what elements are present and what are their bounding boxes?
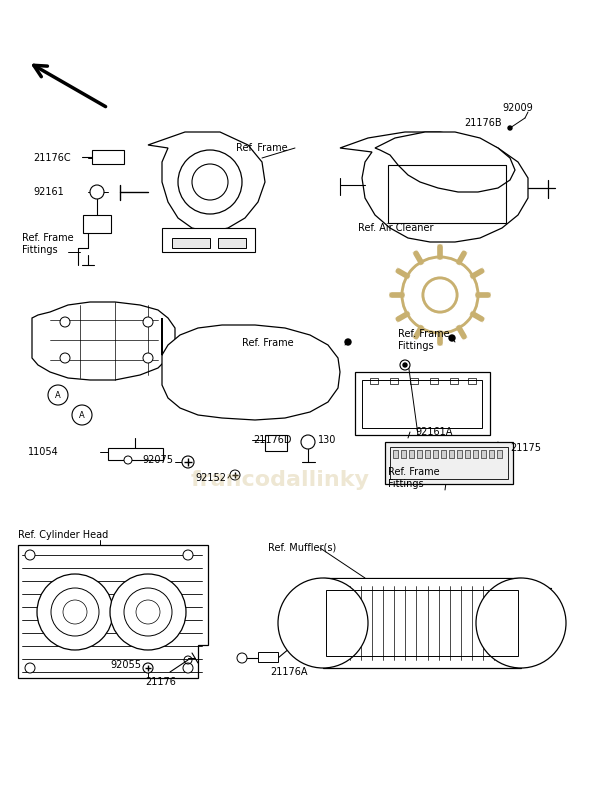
- Text: 92161A: 92161A: [415, 427, 452, 437]
- Text: Ref. Frame
Fittings: Ref. Frame Fittings: [22, 233, 74, 255]
- Bar: [390, 378, 398, 384]
- Bar: [323, 579, 521, 667]
- Text: Ref. Cylinder Head: Ref. Cylinder Head: [18, 530, 108, 540]
- Text: 21176D: 21176D: [253, 435, 292, 445]
- Bar: [473, 450, 478, 458]
- Bar: [385, 442, 513, 484]
- Polygon shape: [148, 132, 265, 232]
- Text: A: A: [55, 391, 61, 400]
- Text: 92152: 92152: [195, 473, 226, 483]
- Circle shape: [403, 363, 407, 367]
- Circle shape: [90, 185, 104, 199]
- Circle shape: [230, 470, 240, 480]
- Bar: [410, 378, 418, 384]
- Bar: [449, 450, 454, 458]
- Polygon shape: [355, 372, 490, 435]
- Text: 21176C: 21176C: [33, 153, 71, 163]
- Text: 11054: 11054: [28, 447, 59, 457]
- Bar: [258, 652, 278, 662]
- Text: 92055: 92055: [110, 660, 141, 670]
- Bar: [417, 450, 422, 458]
- Bar: [450, 378, 458, 384]
- Text: 92075: 92075: [142, 455, 173, 465]
- Polygon shape: [375, 132, 515, 192]
- Text: Ref. Muffler(s): Ref. Muffler(s): [268, 543, 336, 553]
- Circle shape: [143, 663, 153, 673]
- Bar: [457, 450, 462, 458]
- Bar: [83, 215, 111, 233]
- Text: 92161: 92161: [33, 187, 64, 197]
- Bar: [497, 450, 502, 458]
- Text: 130: 130: [318, 435, 336, 445]
- Circle shape: [183, 663, 193, 673]
- Circle shape: [400, 360, 410, 370]
- Bar: [441, 450, 446, 458]
- Text: 21176: 21176: [145, 677, 176, 687]
- Bar: [489, 450, 494, 458]
- Bar: [433, 450, 438, 458]
- Circle shape: [237, 653, 247, 663]
- Circle shape: [25, 663, 35, 673]
- Text: Ref. Frame: Ref. Frame: [242, 338, 294, 348]
- Circle shape: [60, 353, 70, 363]
- Circle shape: [182, 456, 194, 468]
- Text: Ref. Air Cleaner: Ref. Air Cleaner: [358, 223, 434, 233]
- Polygon shape: [18, 545, 208, 678]
- Bar: [430, 378, 438, 384]
- Circle shape: [183, 550, 193, 560]
- Text: Ref. Frame: Ref. Frame: [236, 143, 287, 153]
- Bar: [401, 450, 406, 458]
- Bar: [172, 238, 210, 248]
- Bar: [465, 450, 470, 458]
- Circle shape: [110, 574, 186, 650]
- Bar: [323, 578, 521, 668]
- Polygon shape: [340, 132, 528, 242]
- Circle shape: [25, 550, 35, 560]
- Circle shape: [72, 405, 92, 425]
- Circle shape: [301, 435, 315, 449]
- Circle shape: [60, 317, 70, 327]
- Bar: [425, 450, 430, 458]
- Circle shape: [345, 339, 351, 345]
- Circle shape: [508, 126, 512, 130]
- Circle shape: [37, 574, 113, 650]
- Bar: [409, 450, 414, 458]
- Circle shape: [476, 578, 566, 668]
- Circle shape: [48, 385, 68, 405]
- Bar: [108, 448, 163, 460]
- Circle shape: [278, 578, 368, 668]
- Circle shape: [51, 588, 99, 636]
- Circle shape: [449, 335, 455, 341]
- Bar: [92, 150, 124, 164]
- Text: Ref. Frame
Fittings: Ref. Frame Fittings: [398, 329, 449, 351]
- Bar: [481, 450, 486, 458]
- Circle shape: [143, 353, 153, 363]
- Polygon shape: [32, 302, 175, 380]
- Text: 92009: 92009: [502, 103, 532, 113]
- Text: Ref. Frame
Fittings: Ref. Frame Fittings: [388, 467, 439, 489]
- Text: 21176A: 21176A: [270, 667, 307, 677]
- Bar: [326, 590, 518, 656]
- Bar: [390, 447, 508, 479]
- Bar: [393, 450, 398, 458]
- Polygon shape: [162, 228, 255, 252]
- Text: francodallinky: francodallinky: [190, 470, 369, 490]
- Bar: [388, 165, 506, 223]
- Circle shape: [124, 588, 172, 636]
- Bar: [265, 435, 287, 451]
- Circle shape: [124, 456, 132, 464]
- Bar: [370, 378, 378, 384]
- Text: 21175: 21175: [510, 443, 541, 453]
- Bar: [468, 378, 476, 384]
- Polygon shape: [162, 318, 340, 420]
- Circle shape: [178, 150, 242, 214]
- Circle shape: [143, 317, 153, 327]
- Bar: [362, 380, 482, 428]
- Bar: [218, 238, 246, 248]
- Text: A: A: [79, 411, 85, 419]
- Text: 21176B: 21176B: [464, 118, 502, 128]
